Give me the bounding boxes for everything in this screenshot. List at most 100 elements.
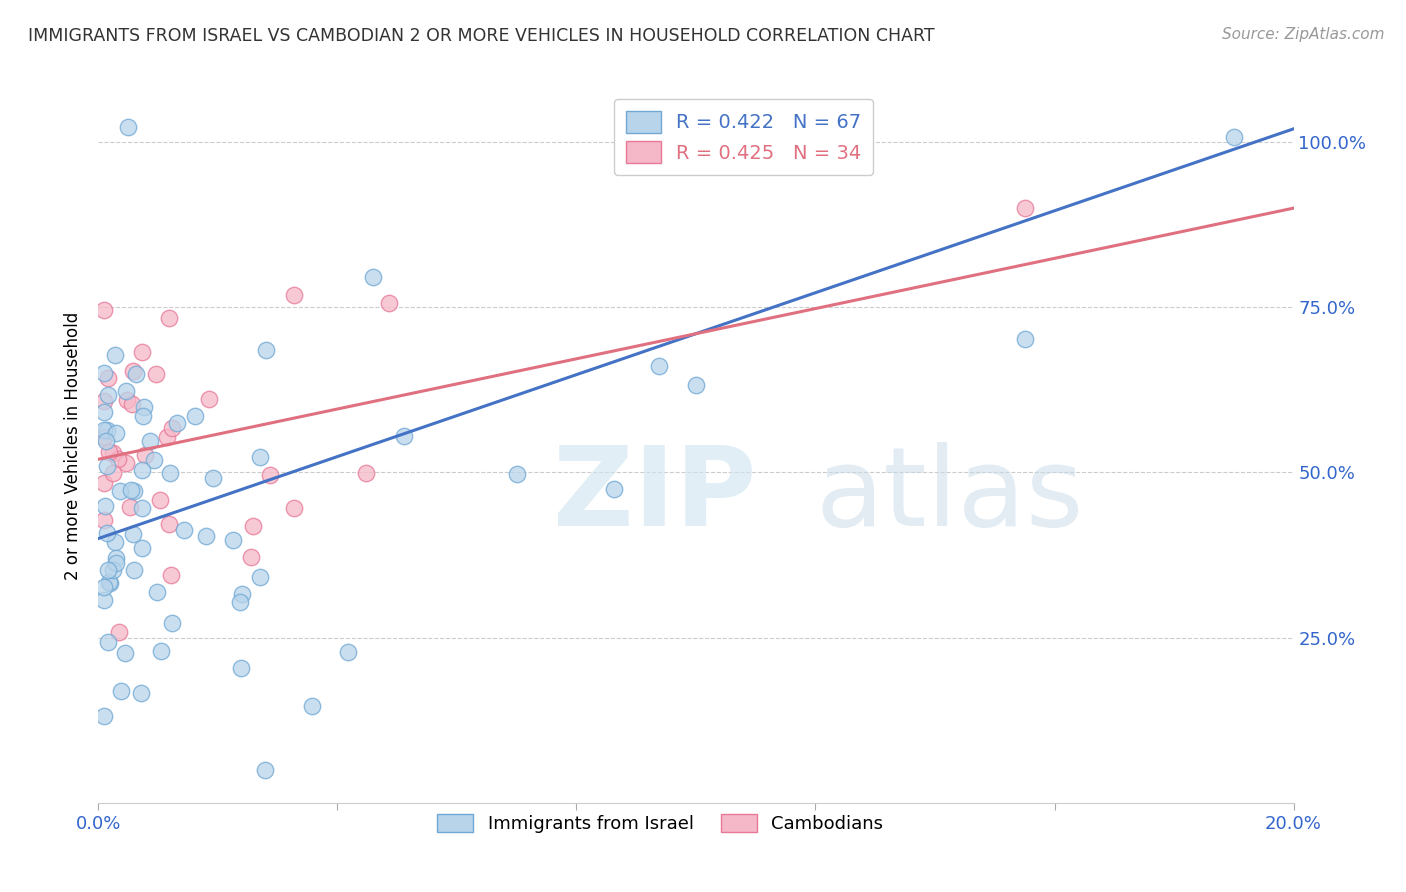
Text: ZIP: ZIP [553,442,756,549]
Point [301,698,323,713]
Point [115,393,138,408]
Y-axis label: 2 or more Vehicles in Household: 2 or more Vehicles in Household [65,312,83,580]
Point [93,393,115,408]
Point [122,563,145,577]
Point [202,471,225,485]
Text: atlas: atlas [815,442,1084,549]
Point [131,500,153,515]
Point [160,421,183,435]
Point [198,392,221,406]
Point [603,483,626,497]
Point [1014,201,1036,215]
Point [110,483,132,498]
Point [254,763,277,777]
Point [122,483,145,498]
Point [131,344,153,359]
Point [231,587,253,601]
Point [354,466,377,480]
Point [228,595,250,609]
Point [249,570,271,584]
Point [240,550,263,565]
Text: Source: ZipAtlas.com: Source: ZipAtlas.com [1222,27,1385,42]
Point [93,708,115,723]
Point [93,366,115,380]
Point [139,434,162,448]
Point [104,348,127,362]
Point [93,513,115,527]
Point [104,426,127,441]
Point [104,550,127,565]
Point [101,563,124,577]
Point [160,568,183,582]
Point [120,483,142,497]
Point [115,384,138,399]
Point [122,527,145,541]
Point [336,645,359,659]
Point [114,646,136,660]
Point [97,635,120,649]
Point [93,499,115,513]
Point [117,120,139,135]
Point [1223,130,1246,145]
Point [183,409,205,423]
Point [110,684,132,698]
Point [132,409,155,423]
Point [96,459,118,474]
Point [160,615,183,630]
Point [146,585,169,599]
Point [97,445,120,459]
Point [142,453,165,467]
Point [249,450,271,465]
Point [145,368,167,382]
Point [157,517,180,532]
Point [98,576,121,591]
Point [104,534,127,549]
Point [122,364,145,378]
Point [283,501,305,516]
Point [97,371,120,385]
Point [105,556,128,570]
Point [131,541,153,555]
Point [96,423,118,437]
Point [392,429,415,443]
Point [131,685,153,699]
Point [108,624,131,639]
Legend: Immigrants from Israel, Cambodians: Immigrants from Israel, Cambodians [430,806,890,840]
Point [229,660,252,674]
Point [173,524,195,538]
Point [254,343,277,358]
Point [221,533,243,547]
Text: IMMIGRANTS FROM ISRAEL VS CAMBODIAN 2 OR MORE VEHICLES IN HOUSEHOLD CORRELATION : IMMIGRANTS FROM ISRAEL VS CAMBODIAN 2 OR… [28,27,935,45]
Point [242,519,264,533]
Point [1014,332,1036,346]
Point [195,529,218,543]
Point [363,270,385,285]
Point [101,467,124,481]
Point [107,451,129,466]
Point [132,401,155,415]
Point [506,467,529,481]
Point [134,448,156,462]
Point [283,288,305,302]
Point [685,378,707,392]
Point [96,526,118,541]
Point [93,580,115,594]
Point [93,593,115,607]
Point [647,359,669,374]
Point [93,476,115,491]
Point [149,493,172,508]
Point [156,430,179,444]
Point [97,563,120,577]
Point [94,434,117,449]
Point [150,644,173,658]
Point [93,405,115,419]
Point [115,456,138,470]
Point [97,388,120,402]
Point [166,416,188,430]
Point [378,295,401,310]
Point [159,466,181,480]
Point [157,310,180,325]
Point [93,430,115,444]
Point [121,396,143,410]
Point [98,575,121,590]
